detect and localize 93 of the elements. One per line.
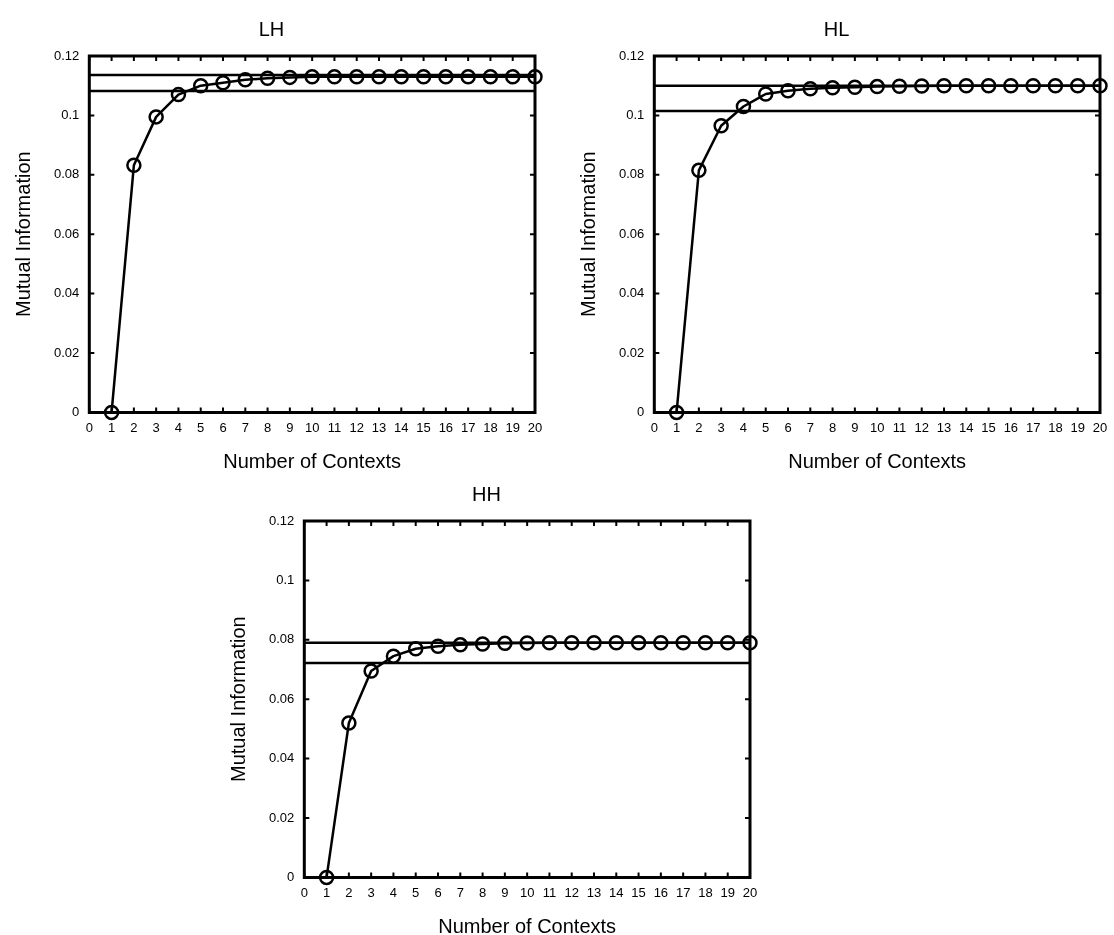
y-tick-label: 0: [287, 868, 295, 884]
x-tick-label: 13: [936, 419, 952, 435]
chart-title: HL: [823, 17, 850, 40]
x-tick-label: 8: [263, 419, 272, 435]
y-tick-label: 0.08: [268, 631, 295, 647]
x-tick-label: 17: [675, 884, 691, 900]
x-tick-label: 17: [460, 419, 476, 435]
x-tick-label: 4: [739, 419, 748, 435]
y-tick-label: 0.04: [268, 750, 295, 766]
x-tick-label: 4: [174, 419, 183, 435]
x-axis-title: Number of Contexts: [788, 449, 967, 472]
x-tick-label: 12: [349, 419, 364, 435]
x-tick-label: 14: [959, 419, 974, 435]
x-tick-label: 19: [720, 884, 735, 900]
x-tick-label: 12: [564, 884, 579, 900]
y-tick-label: 0.02: [53, 344, 80, 360]
x-tick-label: 1: [672, 419, 681, 435]
y-tick-label: 0.04: [618, 285, 645, 301]
y-tick-label: 0.12: [53, 47, 80, 63]
y-tick-label: 0.06: [618, 225, 645, 241]
x-tick-label: 2: [130, 419, 138, 435]
x-tick-label: 20: [527, 419, 543, 435]
chart-title: HH: [472, 482, 501, 505]
y-tick-label: 0: [72, 403, 80, 419]
x-tick-label: 6: [219, 419, 227, 435]
x-tick-label: 19: [1070, 419, 1085, 435]
y-tick-label: 0.02: [618, 344, 645, 360]
y-tick-label: 0.1: [626, 106, 645, 122]
x-tick-label: 17: [1025, 419, 1041, 435]
x-tick-label: 0: [650, 419, 658, 435]
x-tick-label: 5: [412, 884, 420, 900]
y-tick-label: 0.08: [53, 166, 80, 182]
y-tick-label: 0.1: [61, 106, 80, 122]
x-tick-label: 9: [286, 419, 294, 435]
x-tick-label: 9: [501, 884, 509, 900]
x-axis-title: Number of Contexts: [438, 914, 617, 935]
x-tick-label: 0: [300, 884, 308, 900]
x-tick-label: 16: [653, 884, 669, 900]
x-tick-label: 18: [483, 419, 498, 435]
y-axis-title: Mutual Information: [226, 616, 249, 783]
x-tick-label: 5: [197, 419, 205, 435]
x-tick-label: 13: [371, 419, 387, 435]
x-tick-label: 18: [1048, 419, 1063, 435]
x-tick-label: 10: [519, 884, 535, 900]
x-tick-label: 6: [434, 884, 442, 900]
x-tick-label: 12: [914, 419, 929, 435]
x-tick-label: 14: [394, 419, 409, 435]
x-tick-label: 16: [438, 419, 454, 435]
y-tick-label: 0.04: [53, 285, 80, 301]
y-tick-label: 0.02: [268, 809, 295, 825]
y-tick-label: 0: [637, 403, 645, 419]
x-tick-label: 7: [456, 884, 464, 900]
x-tick-label: 10: [304, 419, 320, 435]
x-tick-label: 3: [717, 419, 725, 435]
x-tick-label: 7: [241, 419, 249, 435]
x-tick-label: 3: [152, 419, 160, 435]
x-tick-label: 18: [698, 884, 713, 900]
x-tick-label: 16: [1003, 419, 1019, 435]
x-tick-label: 20: [1092, 419, 1108, 435]
y-axis-title: Mutual Information: [576, 151, 599, 318]
x-tick-label: 13: [586, 884, 602, 900]
x-tick-label: 7: [806, 419, 814, 435]
x-tick-label: 5: [762, 419, 770, 435]
x-tick-label: 15: [631, 884, 646, 900]
x-tick-label: 8: [478, 884, 487, 900]
y-tick-label: 0.06: [268, 690, 295, 706]
x-tick-label: 11: [892, 419, 907, 435]
y-axis-title: Mutual Information: [11, 151, 34, 318]
x-tick-label: 1: [107, 419, 116, 435]
x-tick-label: 14: [609, 884, 624, 900]
x-tick-label: 10: [869, 419, 885, 435]
x-tick-label: 2: [345, 884, 353, 900]
x-tick-label: 6: [784, 419, 792, 435]
x-tick-label: 19: [505, 419, 520, 435]
x-tick-label: 2: [695, 419, 703, 435]
x-axis-title: Number of Contexts: [223, 449, 402, 472]
y-tick-label: 0.08: [618, 166, 645, 182]
x-tick-label: 15: [416, 419, 431, 435]
x-tick-label: 3: [367, 884, 375, 900]
x-tick-label: 4: [389, 884, 398, 900]
x-tick-label: 9: [851, 419, 859, 435]
x-tick-label: 8: [828, 419, 837, 435]
x-tick-label: 15: [981, 419, 996, 435]
y-tick-label: 0.12: [618, 47, 645, 63]
chart-title: LH: [258, 17, 285, 40]
x-tick-label: 0: [85, 419, 93, 435]
x-tick-label: 11: [542, 884, 557, 900]
y-tick-label: 0.1: [276, 571, 295, 587]
x-tick-label: 20: [742, 884, 758, 900]
y-tick-label: 0.06: [53, 225, 80, 241]
x-tick-label: 11: [327, 419, 342, 435]
x-tick-label: 1: [322, 884, 331, 900]
y-tick-label: 0.12: [268, 512, 295, 528]
